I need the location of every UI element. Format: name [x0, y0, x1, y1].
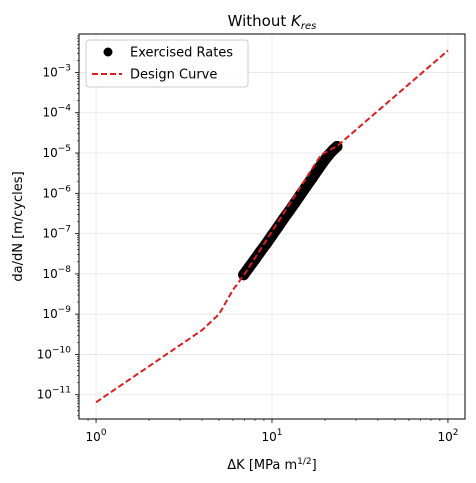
x-tick-label: 101 [261, 428, 282, 444]
x-axis-title-sup: 1/2 [297, 457, 311, 467]
y-tick-label-base: 10 [42, 186, 57, 200]
y-tick-label: 10−7 [42, 225, 71, 241]
y-tick-label-base: 10 [42, 307, 57, 321]
x-tick-label-exp: 2 [453, 428, 459, 438]
x-axis: 100 101 102 [86, 419, 458, 444]
design-curve-line [95, 49, 449, 404]
y-axis-title: da/dN [m/cycles] [11, 171, 26, 281]
y-tick-label-base: 10 [37, 388, 52, 402]
exercised-rates-point [254, 245, 266, 257]
x-axis-title: ΔK [MPa m1/2] [227, 457, 316, 473]
x-axis-title-end: ] [312, 458, 317, 473]
y-tick-label-base: 10 [42, 106, 57, 120]
y-tick-label: 10−3 [42, 63, 71, 79]
exercised-rates-point [277, 213, 289, 225]
title-variable: K [291, 12, 302, 30]
exercised-rates-point [283, 205, 295, 217]
y-tick-label: 10−11 [37, 386, 71, 402]
y-tick-label-exp: −11 [52, 386, 71, 396]
y-tick-label: 10−9 [42, 305, 71, 321]
y-tick-label-exp: −4 [58, 104, 72, 114]
y-tick-label-exp: −9 [58, 305, 72, 315]
exercised-rates-point [306, 173, 318, 185]
chart-title: Without Kres [228, 12, 317, 32]
y-tick-label-exp: −10 [52, 345, 71, 355]
y-tick-label: 10−6 [42, 184, 71, 200]
legend: Exercised Rates Design Curve [85, 39, 249, 88]
exercised-rates-point [272, 221, 284, 233]
legend-frame [85, 39, 249, 88]
y-tick-label-base: 10 [42, 227, 57, 241]
y-tick-label-base: 10 [42, 65, 57, 79]
legend-label-exercised-rates: Exercised Rates [130, 46, 233, 61]
x-axis-title-main: ΔK [MPa m [227, 458, 297, 473]
x-tick-label: 100 [86, 428, 107, 444]
title-prefix: Without [228, 12, 291, 30]
y-tick-label-base: 10 [42, 267, 57, 281]
x-tick-label-base: 10 [86, 430, 101, 444]
exercised-rates-point [294, 189, 306, 201]
series-layer [95, 49, 449, 404]
exercised-rates-point [289, 197, 301, 209]
exercised-rates-point [311, 164, 323, 176]
exercised-rates-point [266, 229, 278, 241]
y-tick-label-exp: −3 [58, 63, 71, 73]
y-tick-label-exp: −7 [58, 225, 71, 235]
y-tick-label-base: 10 [37, 347, 52, 361]
legend-marker-exercised-rates [103, 47, 113, 57]
y-tick-label-exp: −6 [58, 184, 72, 194]
exercised-rates-point [260, 237, 272, 249]
x-tick-label-exp: 1 [277, 428, 283, 438]
x-tick-label-exp: 0 [101, 428, 107, 438]
x-tick-label-base: 10 [437, 430, 452, 444]
title-subscript: res [301, 21, 316, 32]
x-tick-label-base: 10 [261, 430, 276, 444]
y-tick-label-exp: −8 [58, 265, 72, 275]
y-tick-label: 10−10 [37, 345, 72, 361]
legend-label-design-curve: Design Curve [130, 68, 217, 83]
x-tick-label: 102 [437, 428, 458, 444]
y-tick-label-exp: −5 [58, 144, 71, 154]
y-tick-label: 10−5 [42, 144, 71, 160]
y-tick-label: 10−8 [42, 265, 71, 281]
y-tick-label-base: 10 [42, 146, 57, 160]
y-tick-label: 10−4 [42, 104, 71, 120]
